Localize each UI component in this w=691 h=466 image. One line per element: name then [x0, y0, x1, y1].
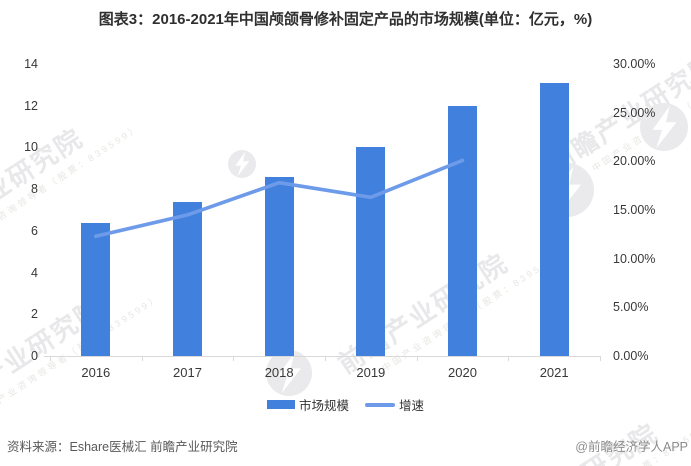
x-axis-tick [141, 356, 143, 361]
legend-item-growth: 增速 [365, 395, 424, 414]
y-axis-right-tick: 15.00% [613, 203, 656, 217]
legend-item-market-size: 市场规模 [266, 395, 349, 414]
x-axis-tick [325, 356, 326, 361]
x-axis-tick [233, 356, 235, 361]
x-axis-label: 2020 [448, 365, 477, 380]
x-axis-label: 2021 [539, 365, 569, 380]
footer-source: 资料来源：Eshare医械汇 前瞻产业研究院 [7, 440, 238, 454]
x-axis-line [44, 356, 601, 357]
legend-line-label: 增速 [399, 399, 425, 413]
y-axis-right-tick: 25.00% [613, 105, 656, 120]
y-axis-right-tick: 10.00% [613, 251, 656, 266]
bar-2020 [448, 105, 477, 356]
bar-2021 [539, 82, 569, 356]
bar-2018 [264, 176, 294, 356]
y-axis-left-tick: 0 [31, 349, 38, 363]
y-axis-left-tick: 14 [24, 57, 38, 71]
y-axis-right-tick: 0.00% [613, 349, 649, 363]
x-axis-label: 2019 [356, 365, 386, 380]
x-axis-tick [50, 356, 51, 361]
y-axis-left-tick: 8 [31, 182, 38, 197]
y-axis-right-tick: 30.00% [613, 57, 656, 71]
y-axis-left-tick: 2 [31, 307, 38, 322]
y-axis-left-tick: 6 [31, 223, 38, 238]
bar-2017 [173, 201, 202, 356]
x-axis-label: 2016 [81, 365, 111, 380]
bar-swatch-icon [266, 400, 295, 409]
x-axis-label: 2017 [173, 365, 202, 380]
y-axis-right-tick: 5.00% [613, 300, 649, 315]
bar-2019 [356, 147, 386, 356]
legend: 市场规模 增速 [0, 395, 691, 414]
x-axis-tick [416, 356, 418, 361]
bar-2016 [81, 222, 111, 356]
legend-bar-label: 市场规模 [298, 399, 349, 413]
x-axis-label: 2018 [264, 365, 294, 380]
x-axis-tick [600, 356, 601, 361]
chart-title: 图表3：2016-2021年中国颅颌骨修补固定产品的市场规模(单位：亿元，%) [98, 11, 593, 28]
footer-credit: @前瞻经济学人APP [575, 440, 688, 454]
y-axis-right-tick: 20.00% [613, 154, 656, 169]
y-axis-left-tick: 12 [24, 98, 38, 113]
y-axis-left-tick: 10 [24, 140, 38, 155]
line-swatch-icon [365, 402, 395, 407]
x-axis-tick [508, 356, 510, 361]
y-axis-left-tick: 4 [31, 265, 38, 280]
